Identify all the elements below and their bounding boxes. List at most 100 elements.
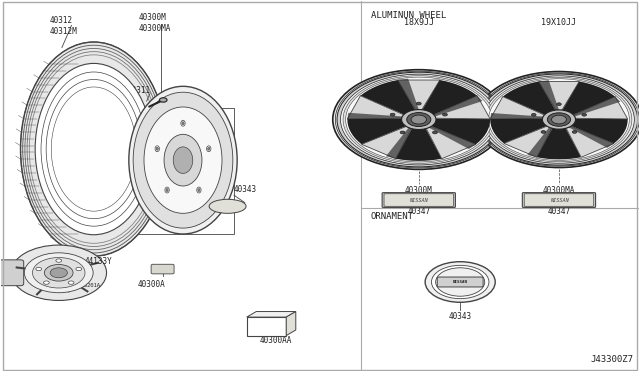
- Text: 40347: 40347: [547, 207, 570, 216]
- Circle shape: [488, 79, 629, 160]
- Ellipse shape: [155, 146, 159, 152]
- FancyBboxPatch shape: [246, 317, 286, 336]
- Polygon shape: [429, 126, 476, 149]
- Circle shape: [582, 113, 586, 116]
- Ellipse shape: [129, 86, 237, 234]
- Text: 40224: 40224: [186, 97, 209, 106]
- Polygon shape: [397, 80, 440, 110]
- Circle shape: [442, 113, 447, 116]
- FancyBboxPatch shape: [151, 264, 174, 274]
- Ellipse shape: [173, 147, 193, 173]
- Text: J43300Z7: J43300Z7: [591, 355, 634, 364]
- Circle shape: [36, 267, 42, 271]
- Polygon shape: [537, 126, 581, 159]
- Circle shape: [484, 76, 634, 163]
- Circle shape: [433, 131, 437, 134]
- Text: 44133Y: 44133Y: [84, 257, 112, 266]
- Circle shape: [436, 268, 484, 296]
- Ellipse shape: [207, 146, 211, 152]
- Circle shape: [11, 245, 106, 301]
- Ellipse shape: [164, 134, 202, 186]
- Text: 40347: 40347: [407, 207, 430, 216]
- Circle shape: [531, 113, 536, 116]
- Circle shape: [346, 77, 492, 162]
- Text: 40300M
40300MA: 40300M 40300MA: [138, 13, 171, 33]
- Polygon shape: [573, 97, 620, 116]
- Text: 18X9JJ: 18X9JJ: [404, 18, 434, 27]
- Text: NISSAN: NISSAN: [550, 198, 568, 202]
- Ellipse shape: [144, 107, 222, 213]
- Ellipse shape: [165, 187, 169, 193]
- FancyBboxPatch shape: [384, 194, 454, 206]
- Circle shape: [400, 131, 405, 134]
- Circle shape: [24, 253, 93, 293]
- Text: NISSAN: NISSAN: [410, 198, 428, 202]
- Ellipse shape: [156, 147, 158, 150]
- Circle shape: [547, 113, 570, 126]
- Circle shape: [68, 281, 74, 284]
- Polygon shape: [490, 97, 545, 119]
- Circle shape: [425, 262, 495, 302]
- Text: 40312
40312M: 40312 40312M: [49, 16, 77, 36]
- Circle shape: [541, 131, 546, 133]
- Polygon shape: [434, 96, 483, 116]
- Ellipse shape: [198, 189, 200, 192]
- Polygon shape: [348, 118, 409, 144]
- Text: 40311: 40311: [127, 86, 150, 94]
- Polygon shape: [348, 113, 403, 119]
- Ellipse shape: [133, 92, 233, 228]
- Circle shape: [557, 103, 561, 106]
- Circle shape: [480, 74, 637, 165]
- Circle shape: [552, 115, 566, 124]
- Polygon shape: [568, 119, 628, 144]
- Polygon shape: [490, 119, 549, 144]
- Circle shape: [333, 70, 505, 169]
- Circle shape: [337, 72, 500, 167]
- Polygon shape: [286, 311, 296, 336]
- FancyBboxPatch shape: [522, 193, 596, 208]
- FancyBboxPatch shape: [0, 260, 24, 286]
- Polygon shape: [503, 81, 557, 116]
- Circle shape: [390, 113, 395, 116]
- Polygon shape: [396, 127, 442, 161]
- Text: 40343: 40343: [234, 185, 257, 194]
- Circle shape: [476, 71, 640, 167]
- Ellipse shape: [196, 187, 201, 193]
- Circle shape: [343, 76, 495, 163]
- Circle shape: [44, 281, 49, 284]
- Polygon shape: [504, 126, 552, 157]
- Circle shape: [33, 257, 85, 288]
- Circle shape: [76, 267, 82, 271]
- Circle shape: [50, 268, 67, 278]
- Polygon shape: [426, 126, 476, 159]
- Text: @08110-8201A
(2): @08110-8201A (2): [62, 282, 101, 293]
- Polygon shape: [429, 118, 490, 144]
- Text: ALUMINUN WHEEL: ALUMINUN WHEEL: [371, 11, 446, 20]
- Circle shape: [56, 259, 61, 262]
- Circle shape: [407, 113, 431, 126]
- Circle shape: [340, 74, 497, 165]
- Text: 40300MA: 40300MA: [543, 186, 575, 195]
- FancyBboxPatch shape: [524, 194, 594, 206]
- Ellipse shape: [166, 189, 168, 192]
- Circle shape: [486, 77, 632, 162]
- Polygon shape: [573, 97, 628, 119]
- Polygon shape: [386, 128, 412, 159]
- Polygon shape: [527, 127, 552, 157]
- Circle shape: [401, 110, 436, 129]
- Ellipse shape: [181, 120, 185, 126]
- Text: NISSAN: NISSAN: [452, 280, 468, 284]
- Polygon shape: [490, 113, 543, 119]
- Polygon shape: [360, 80, 416, 116]
- Ellipse shape: [20, 42, 167, 256]
- Ellipse shape: [207, 147, 210, 150]
- Circle shape: [159, 98, 167, 102]
- Ellipse shape: [35, 63, 152, 235]
- Text: 40343: 40343: [449, 311, 472, 321]
- Polygon shape: [348, 96, 404, 119]
- Text: 40300M: 40300M: [405, 186, 433, 195]
- Circle shape: [431, 265, 489, 299]
- Circle shape: [411, 115, 426, 124]
- Text: 40300AA: 40300AA: [259, 336, 292, 344]
- Polygon shape: [397, 78, 419, 110]
